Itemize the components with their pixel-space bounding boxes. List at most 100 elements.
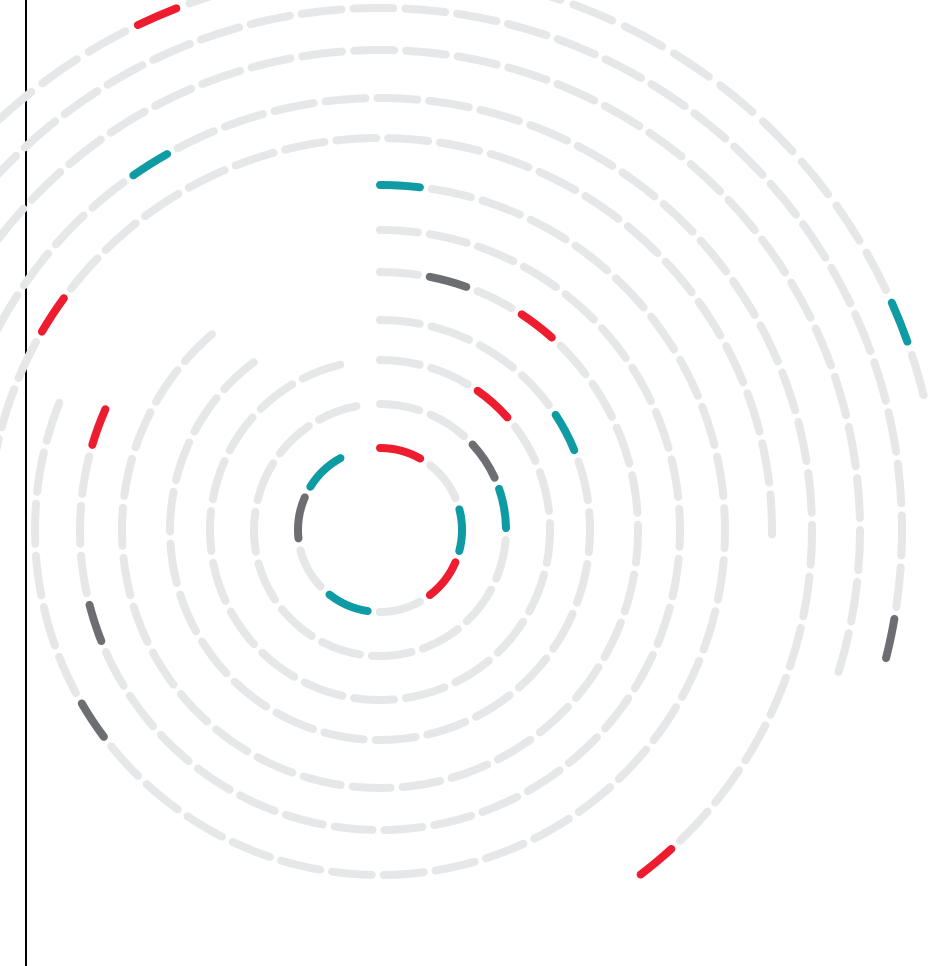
ring-9-track-dash <box>806 520 816 569</box>
ring-4-track-dash <box>371 732 420 744</box>
ring-10-track-dash <box>853 474 864 523</box>
ring-4-track-dash <box>230 677 271 711</box>
ring-6-track-dash <box>282 810 327 829</box>
ring-9-track-dash <box>756 321 782 366</box>
ring-6-accent-dash-gray <box>85 600 106 646</box>
ring-9-track-dash <box>526 120 572 145</box>
ring-7-track-dash <box>530 814 573 843</box>
ring-7-track-dash <box>482 839 528 863</box>
ring-3-track-dash <box>525 570 549 616</box>
ring-9-accent-dash-red <box>636 844 676 879</box>
ring-12-track-dash <box>38 55 81 88</box>
ring-1-accent-dash-red <box>425 558 460 600</box>
ring-10-track-dash <box>27 168 65 204</box>
ring-2-track-dash <box>275 422 313 458</box>
ring-11-track-dash <box>0 151 21 178</box>
ring-5-track-dash <box>118 503 127 550</box>
ring-4-track-dash <box>320 728 368 744</box>
ring-10-track-dash <box>645 128 686 161</box>
ring-9-track-dash <box>711 766 743 807</box>
ring-11-track-dash <box>103 61 147 89</box>
ring-2-track-dash <box>462 585 496 626</box>
ring-10-track-dash <box>724 195 759 235</box>
ring-7-track-dash <box>678 656 704 701</box>
ring-8-track-dash <box>758 439 774 487</box>
ring-8-track-dash <box>281 137 329 154</box>
ring-7-track-dash <box>647 312 679 354</box>
ring-11-track-dash <box>246 11 294 29</box>
ring-6-track-dash <box>425 230 471 247</box>
ring-11-track-dash <box>730 142 767 179</box>
ring-10-track-dash <box>298 47 347 61</box>
ring-4-track-dash <box>427 322 474 344</box>
ring-6-track-dash <box>523 766 564 796</box>
ring-1-accent-dash-teal <box>306 454 345 491</box>
ring-5-track-dash <box>253 753 297 777</box>
ring-7-track-dash <box>649 703 681 745</box>
ring-9-track-dash <box>88 178 128 212</box>
ring-9-track-dash <box>659 200 697 236</box>
ring-7-accent-dash-teal <box>376 181 424 192</box>
ring-9-track-dash <box>785 623 805 671</box>
ring-9-track-dash <box>799 572 814 621</box>
ring-7-track-dash <box>31 551 46 600</box>
ring-11-track-dash <box>892 563 905 612</box>
ring-11-track-dash <box>647 80 689 111</box>
ring-8-track-dash <box>486 149 533 172</box>
ring-7-track-dash <box>183 812 226 841</box>
ring-10-track-dash <box>830 372 851 420</box>
ring-2-track-dash <box>253 459 278 505</box>
ring-7-track-dash <box>31 499 40 548</box>
ring-11-track-dash <box>20 117 60 152</box>
ring-7-track-dash <box>612 274 648 312</box>
ring-11-track-dash <box>851 310 875 356</box>
ring-6-track-dash <box>330 822 377 834</box>
ring-12-track-dash <box>832 201 864 245</box>
ring-1-accent-dash-gray <box>294 493 309 543</box>
ring-8-track-dash <box>535 167 580 195</box>
ring-11-track-dash <box>897 511 906 560</box>
ring-7-track-dash <box>42 398 64 445</box>
ring-6-track-dash <box>519 262 560 291</box>
ring-10-track-dash <box>834 629 853 676</box>
ring-3-track-dash <box>511 422 540 466</box>
ring-8-track-dash <box>722 342 748 387</box>
ring-11-track-dash <box>553 35 599 59</box>
ring-7-track-dash <box>142 780 182 814</box>
ring-4-track-dash <box>584 508 594 557</box>
ring-7-track-dash <box>228 837 274 861</box>
ring-5-track-dash <box>535 702 572 737</box>
ring-5-track-dash <box>212 725 252 756</box>
ring-5-track-dash <box>620 570 639 616</box>
ring-5-track-dash <box>493 735 535 764</box>
ring-12-track-dash <box>758 117 797 156</box>
ring-10-track-dash <box>198 66 245 89</box>
ring-3-accent-dash-red <box>473 386 512 422</box>
ring-4-track-dash <box>514 654 551 692</box>
ring-10-track-dash <box>453 52 501 69</box>
ring-5-track-dash <box>149 648 178 689</box>
ring-4-accent-dash-teal <box>551 410 579 455</box>
ring-5-track-dash <box>628 471 642 517</box>
ring-8-track-dash <box>0 385 19 432</box>
ring-6-track-dash <box>194 764 234 794</box>
ring-6-track-dash <box>380 823 427 834</box>
ring-4-track-dash <box>376 316 424 328</box>
ring-10-track-dash <box>787 278 815 322</box>
ring-9-track-dash <box>741 721 770 765</box>
ring-8-track-dash <box>436 138 484 155</box>
ring-1-track-dash <box>426 461 460 503</box>
ring-1-accent-dash-teal <box>455 505 466 555</box>
ring-11-track-dash <box>349 4 398 13</box>
ring-12-track-dash <box>84 27 130 56</box>
ring-9-track-dash <box>804 469 816 517</box>
ring-1-track-dash <box>296 546 325 591</box>
ring-11-track-dash <box>799 220 830 262</box>
ring-5-track-dash <box>600 618 625 661</box>
ring-5-track-dash <box>129 602 152 646</box>
ring-4-track-dash <box>518 371 553 410</box>
ring-5-track-dash <box>348 782 395 793</box>
ring-6-track-dash <box>77 551 91 598</box>
ring-9-track-dash <box>173 127 218 153</box>
ring-8-track-dash <box>661 257 696 297</box>
